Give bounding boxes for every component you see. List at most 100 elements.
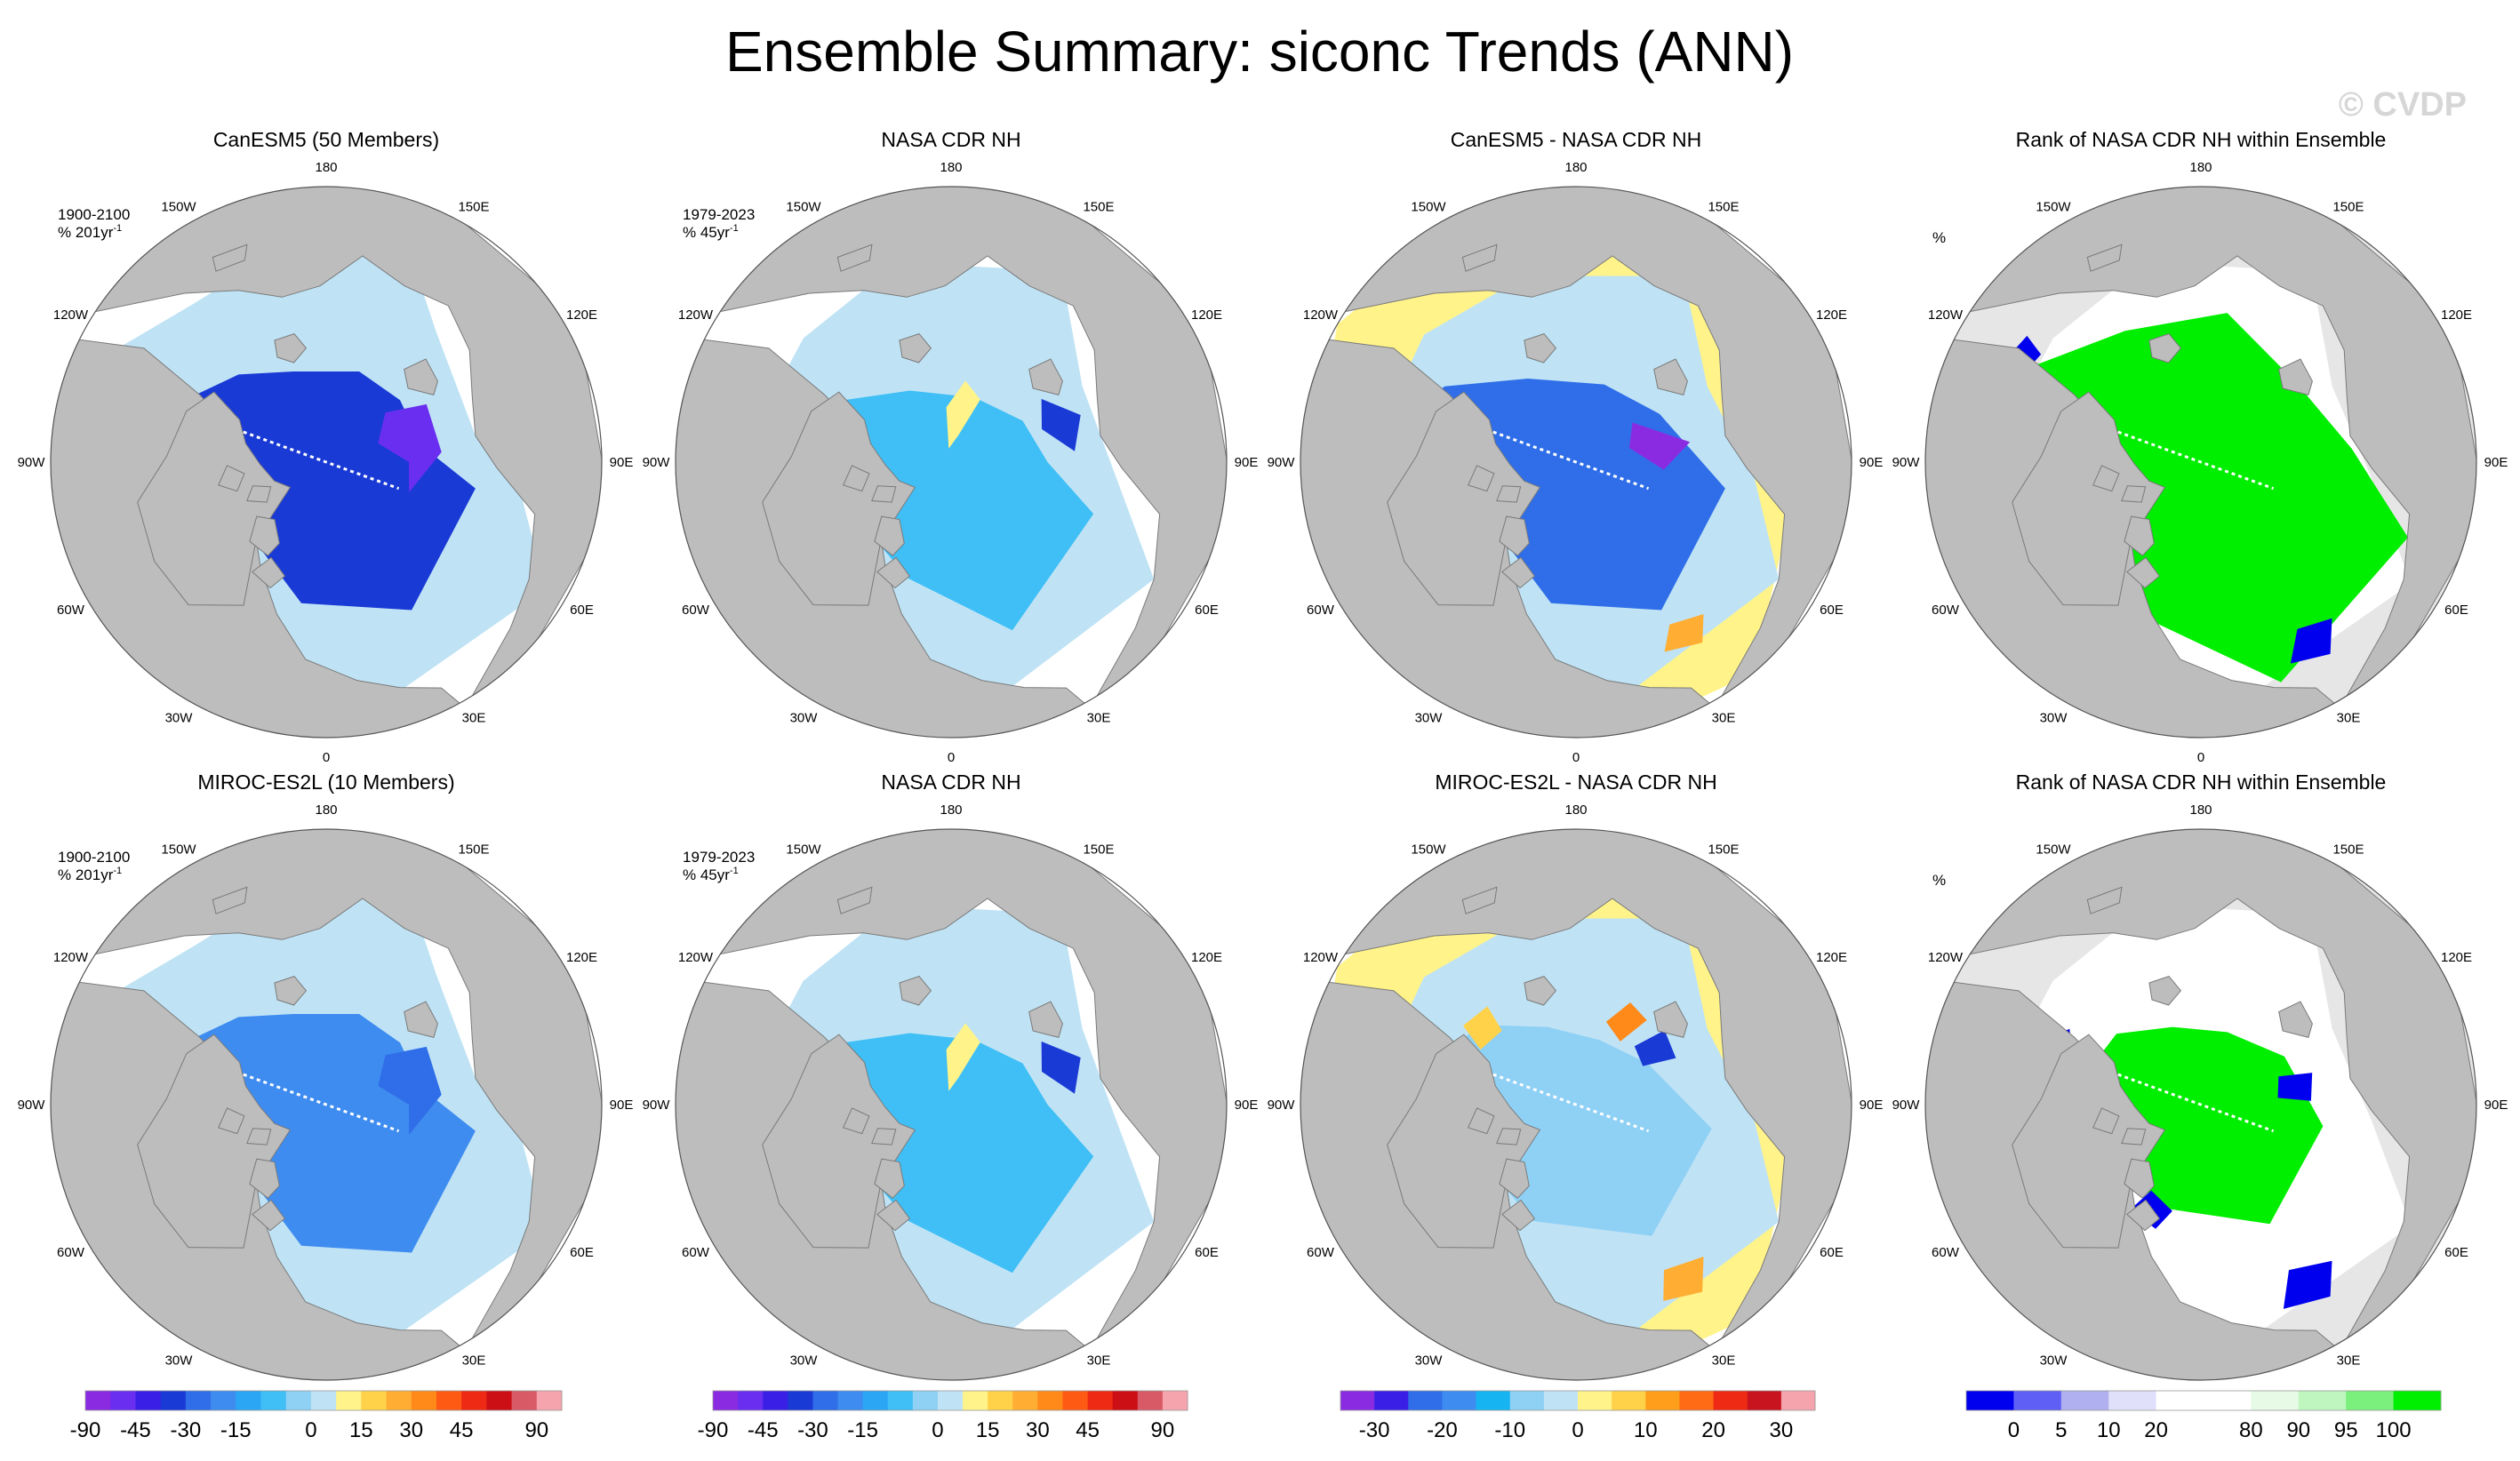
panel-title: Rank of NASA CDR NH within Ensemble bbox=[2016, 770, 2387, 794]
longitude-label: 60E bbox=[1820, 1245, 1844, 1260]
panel-period: 1979-2023 bbox=[683, 206, 755, 223]
colorbar-tick-label: 30 bbox=[1026, 1418, 1050, 1442]
colorbar-swatch bbox=[2108, 1391, 2157, 1410]
colorbar-swatch bbox=[2251, 1391, 2300, 1410]
trend-field-4 bbox=[1605, 1002, 1647, 1042]
longitude-label: 30E bbox=[1087, 711, 1111, 726]
longitude-label: 180 bbox=[2189, 160, 2212, 175]
colorbar-swatch bbox=[1780, 1391, 1816, 1410]
land-mass bbox=[246, 485, 272, 503]
land-mass bbox=[843, 465, 870, 492]
colorbar-swatch bbox=[788, 1391, 813, 1410]
colorbar-swatch bbox=[763, 1391, 788, 1410]
panel-units: % 201yr-1 bbox=[58, 223, 122, 241]
trend-field-3 bbox=[1041, 1041, 1081, 1094]
longitude-label: 120E bbox=[1191, 950, 1222, 965]
colorbar-tick-label: -90 bbox=[70, 1418, 101, 1442]
longitude-label: 90W bbox=[1892, 1098, 1921, 1113]
land-mass bbox=[246, 1128, 272, 1146]
panel-period: 1979-2023 bbox=[683, 849, 755, 866]
colorbar-swatch bbox=[988, 1391, 1013, 1410]
trend-field-2 bbox=[2008, 313, 2408, 683]
colorbar-swatch bbox=[812, 1391, 839, 1410]
colorbar-swatch bbox=[411, 1391, 437, 1410]
colorbar-swatch bbox=[85, 1391, 111, 1410]
colorbar-tick-label: 90 bbox=[1151, 1418, 1175, 1442]
colorbar-swatch bbox=[211, 1391, 236, 1410]
colorbar-swatch bbox=[336, 1391, 362, 1410]
land-mass bbox=[899, 333, 932, 363]
longitude-label: 150W bbox=[786, 842, 821, 857]
panel-title: Rank of NASA CDR NH within Ensemble bbox=[2016, 128, 2387, 151]
longitude-label: 30W bbox=[790, 711, 819, 726]
colorbar-swatch bbox=[1543, 1391, 1579, 1410]
longitude-label: 150W bbox=[161, 199, 196, 214]
colorbar-swatch bbox=[361, 1391, 388, 1410]
colorbar-swatch bbox=[135, 1391, 162, 1410]
colorbar-swatch bbox=[461, 1391, 487, 1410]
longitude-label: 30E bbox=[1712, 711, 1736, 726]
longitude-label: 90W bbox=[1892, 455, 1921, 470]
trend-field-2 bbox=[946, 380, 980, 449]
cvdp-watermark: © CVDP bbox=[2339, 86, 2467, 124]
longitude-label: 60E bbox=[570, 603, 594, 618]
longitude-label: 180 bbox=[940, 802, 962, 818]
longitude-label: 30W bbox=[1415, 711, 1444, 726]
longitude-label: 60W bbox=[57, 1245, 85, 1260]
trend-field-3 bbox=[1041, 398, 1081, 451]
colorbar-swatch bbox=[1062, 1391, 1089, 1410]
panel-units: % bbox=[1932, 229, 1946, 246]
pole-seam-line bbox=[1492, 430, 1650, 491]
colorbar-swatch bbox=[2060, 1391, 2109, 1410]
land-mass bbox=[137, 1034, 292, 1249]
trend-field-2 bbox=[946, 1023, 980, 1091]
land-mass bbox=[1468, 1107, 1495, 1135]
trend-field-2 bbox=[378, 403, 442, 492]
longitude-label: 120W bbox=[1303, 950, 1339, 965]
trend-field-2 bbox=[378, 1046, 442, 1135]
colorbar-tick-label: -45 bbox=[120, 1418, 151, 1442]
trend-field-5 bbox=[1664, 614, 1704, 652]
colorbar-swatch bbox=[1612, 1391, 1646, 1410]
longitude-label: 90E bbox=[2484, 1098, 2508, 1113]
land-mass bbox=[2126, 556, 2160, 589]
longitude-label: 90W bbox=[18, 1098, 46, 1113]
longitude-label: 30W bbox=[2040, 1353, 2068, 1369]
land-mass bbox=[1653, 358, 1688, 396]
longitude-label: 30E bbox=[1712, 1353, 1736, 1369]
land-mass bbox=[1321, 187, 1852, 697]
land-mass bbox=[899, 976, 932, 1006]
trend-field-4 bbox=[1628, 422, 1691, 470]
land-mass bbox=[696, 187, 1227, 697]
land-mass bbox=[1387, 391, 1541, 606]
colorbar-swatch bbox=[1747, 1391, 1782, 1410]
longitude-label: 60E bbox=[2444, 1245, 2468, 1260]
longitude-label: 60W bbox=[57, 603, 85, 618]
land-mass bbox=[843, 1107, 870, 1135]
land-mass bbox=[218, 465, 245, 492]
longitude-label: 30E bbox=[2337, 711, 2361, 726]
longitude-label: 150E bbox=[2332, 842, 2364, 857]
longitude-label: 90E bbox=[1235, 455, 1259, 470]
colorbar-swatch bbox=[1408, 1391, 1443, 1410]
map-panel-model-row2: MIROC-ES2L (10 Members) 1900-2100% 201yr-… bbox=[18, 770, 634, 1408]
land-mass bbox=[1946, 187, 2476, 697]
longitude-label: 30W bbox=[1415, 1353, 1444, 1369]
colorbar-swatch bbox=[2346, 1391, 2395, 1410]
pole-seam-line bbox=[1492, 1073, 1650, 1133]
map-panel-rank-row2: Rank of NASA CDR NH within Ensemble% 180 1… bbox=[1892, 770, 2508, 1408]
colorbar-swatch bbox=[1442, 1391, 1477, 1410]
colorbar-swatch bbox=[236, 1391, 261, 1410]
land-mass bbox=[762, 391, 916, 606]
colorbar-tick-label: 10 bbox=[1634, 1418, 1658, 1442]
panel-units: % 45yr-1 bbox=[683, 223, 739, 241]
colorbar-swatch bbox=[486, 1391, 513, 1410]
longitude-label: 180 bbox=[1564, 802, 1587, 818]
colorbar-swatch bbox=[2204, 1391, 2252, 1410]
map-border bbox=[675, 186, 1228, 738]
land-mass bbox=[2012, 391, 2166, 606]
land-mass bbox=[1653, 1001, 1688, 1039]
map-panel-model-row1: CanESM5 (50 Members) 1900-2100% 201yr-1 18… bbox=[18, 128, 634, 765]
colorbar-swatch bbox=[1012, 1391, 1038, 1410]
longitude-label: 0 bbox=[323, 750, 330, 765]
